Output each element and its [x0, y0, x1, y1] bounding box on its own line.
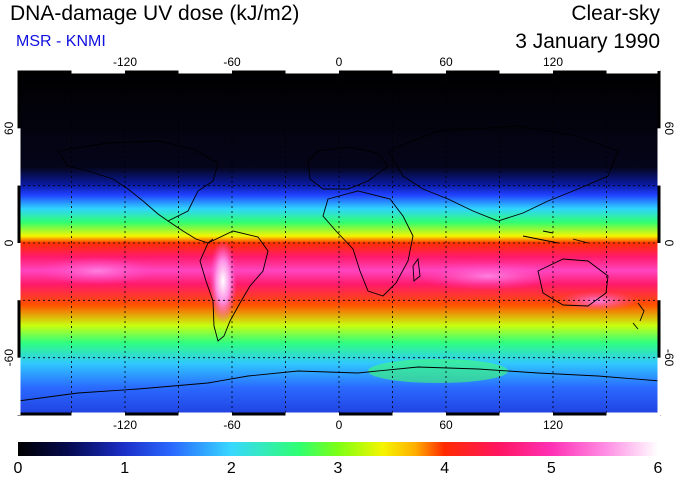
longitude-label: 120 — [543, 55, 563, 69]
colorbar-label: 5 — [546, 460, 556, 477]
latitude-label: -60 — [2, 349, 16, 367]
colorbar-label: 3 — [333, 460, 343, 477]
latitude-label: -60 — [662, 349, 676, 367]
colorbar-label: 2 — [226, 460, 236, 477]
colorbar-label: 1 — [120, 460, 130, 477]
longitude-labels-bottom: -120 -60 0 60 120 — [113, 418, 563, 432]
longitude-label: 120 — [543, 418, 563, 432]
source-label: MSR - KNMI — [16, 33, 106, 50]
longitude-label: 0 — [336, 418, 343, 432]
latitude-labels-left: 60 0 -60 — [2, 121, 16, 366]
longitude-label: -120 — [113, 418, 137, 432]
latitude-label: 60 — [662, 122, 676, 136]
date-label: 3 January 1990 — [515, 30, 660, 53]
map-overlay — [18, 71, 660, 415]
latitude-label: 0 — [2, 239, 16, 246]
colorbar — [18, 442, 658, 456]
longitude-label: -60 — [223, 418, 241, 432]
chart-title: DNA-damage UV dose (kJ/m2) — [10, 2, 300, 25]
colorbar-label: 6 — [653, 460, 663, 477]
latitude-label: 0 — [662, 240, 676, 247]
sky-condition-label: Clear-sky — [571, 2, 660, 25]
longitude-label: -120 — [113, 55, 137, 69]
longitude-label: 60 — [439, 55, 453, 69]
longitude-label: 0 — [336, 55, 343, 69]
graticule — [18, 71, 660, 415]
longitude-label: 60 — [439, 418, 453, 432]
colorbar-label: 0 — [13, 460, 23, 477]
longitude-labels-top: -120 -60 0 60 120 — [113, 55, 563, 69]
latitude-label: 60 — [2, 121, 16, 135]
uv-dose-map — [18, 71, 660, 415]
latitude-labels-right: 60 0 -60 — [662, 122, 676, 367]
longitude-label: -60 — [223, 55, 241, 69]
colorbar-label: 4 — [440, 460, 450, 477]
